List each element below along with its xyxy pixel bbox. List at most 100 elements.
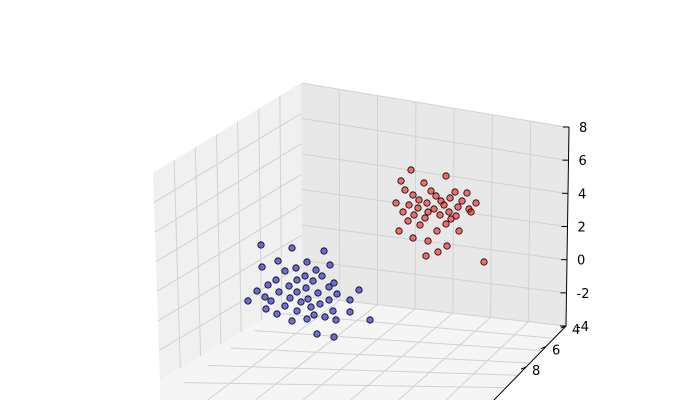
blue-point: [301, 272, 309, 280]
red-point: [410, 211, 418, 219]
z-tick-label: 8: [579, 121, 587, 136]
red-point: [414, 204, 422, 212]
blue-point: [258, 263, 266, 271]
blue-point: [314, 289, 322, 297]
red-point: [436, 211, 444, 219]
blue-point: [325, 296, 333, 304]
blue-point: [329, 307, 337, 315]
z-tick-label: 6: [579, 154, 587, 169]
z-tick-label: -2: [577, 287, 590, 302]
red-point: [442, 172, 450, 180]
red-point: [409, 234, 417, 242]
red-point: [420, 179, 428, 187]
floor-grid-line: [398, 317, 491, 400]
y-tick-mark: [520, 366, 527, 370]
y-tick-label: 4: [572, 323, 580, 338]
back-grid-line: [490, 114, 493, 318]
z-tick-label: 4: [578, 187, 586, 202]
blue-point: [346, 296, 354, 304]
left-grid-line: [153, 113, 302, 203]
left-grid-line: [237, 121, 242, 333]
left-grid-line: [157, 234, 302, 322]
blue-point: [275, 288, 283, 296]
blue-point: [366, 316, 374, 324]
z-tick-label: 0: [577, 254, 585, 269]
floor-grid-line: [230, 347, 531, 364]
red-point: [467, 208, 475, 216]
blue-point: [293, 276, 301, 284]
blue-point: [273, 310, 281, 318]
red-point: [422, 252, 430, 260]
blue-point: [262, 305, 270, 313]
blue-point: [267, 297, 275, 305]
blue-point: [286, 294, 294, 302]
floor-grid-line: [254, 330, 543, 352]
floor-grid-line: [255, 304, 378, 400]
red-point: [480, 258, 488, 266]
red-point: [397, 177, 405, 185]
data-points: [244, 166, 488, 341]
red-point: [401, 186, 409, 194]
blue-point: [313, 330, 321, 338]
blue-point: [297, 298, 305, 306]
y-tick-mark: [540, 346, 547, 350]
blue-point: [288, 244, 296, 252]
blue-point: [281, 267, 289, 275]
blue-point: [330, 333, 338, 341]
red-point: [458, 197, 466, 205]
red-point: [440, 201, 448, 209]
red-point: [463, 189, 471, 197]
red-point: [423, 199, 431, 207]
red-point: [445, 208, 453, 216]
blue-point: [285, 282, 293, 290]
red-point: [454, 203, 462, 211]
grid-lines: [153, 82, 570, 400]
blue-point: [272, 276, 280, 284]
left-grid-line: [258, 108, 262, 321]
red-point: [421, 214, 429, 222]
red-point: [392, 199, 400, 207]
y-tick-mark: [560, 325, 567, 329]
blue-point: [321, 313, 329, 321]
red-point: [407, 166, 415, 174]
left-grid-line: [215, 134, 222, 345]
blue-point: [332, 316, 340, 324]
blue-point: [302, 284, 310, 292]
blue-point: [281, 302, 289, 310]
y-tick-label: 6: [552, 344, 560, 359]
blue-point: [316, 300, 324, 308]
blue-point: [307, 303, 315, 311]
back-grid-line: [527, 120, 532, 322]
blue-point: [330, 279, 338, 287]
left-grid-line: [155, 173, 302, 263]
floor-grid-line: [302, 308, 416, 400]
red-point: [409, 191, 417, 199]
back-grid-line: [301, 295, 567, 327]
left-grid-line: [279, 95, 283, 309]
back-grid-line: [301, 224, 567, 261]
back-grid-line: [414, 101, 417, 309]
red-point: [432, 192, 440, 200]
red-point: [427, 187, 435, 195]
blue-point: [274, 257, 282, 265]
red-point: [442, 220, 450, 228]
blue-point: [325, 283, 333, 291]
red-point: [433, 227, 441, 235]
red-point: [447, 215, 455, 223]
red-point: [416, 221, 424, 229]
blue-point: [304, 295, 312, 303]
blue-point: [326, 261, 334, 269]
red-point: [399, 208, 407, 216]
red-point: [430, 205, 438, 213]
red-point: [424, 208, 432, 216]
y-axis-line: [493, 325, 567, 400]
blue-point: [292, 264, 300, 272]
y-tick-label: 8: [532, 364, 540, 379]
red-point: [472, 199, 480, 207]
blue-point: [333, 290, 341, 298]
blue-point: [318, 272, 326, 280]
blue-point: [346, 308, 354, 316]
blue-point: [264, 281, 272, 289]
red-point: [455, 227, 463, 235]
back-grid-line: [301, 260, 567, 294]
